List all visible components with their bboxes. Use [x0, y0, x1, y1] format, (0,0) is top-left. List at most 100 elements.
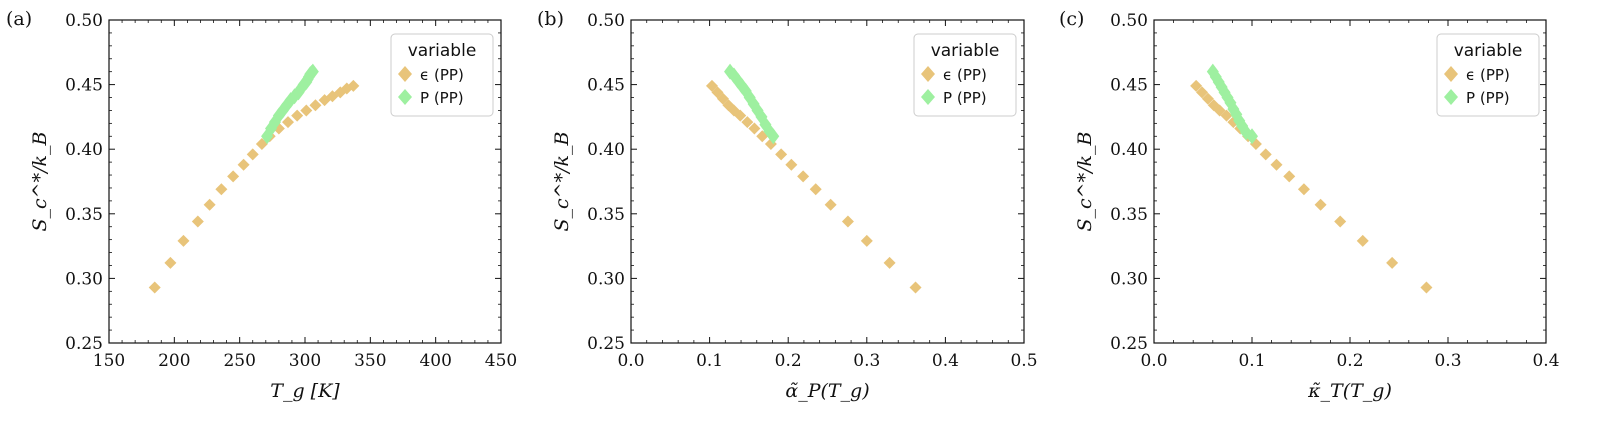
panel-b-points	[705, 63, 922, 294]
panel-b-legend-entry-pressure: P (PP)	[943, 89, 987, 107]
epsilon-point	[347, 79, 360, 92]
epsilon-point	[1220, 109, 1233, 122]
panel-a-xtick-label: 200	[158, 351, 190, 371]
epsilon-point	[1297, 183, 1310, 196]
panel-c-legend: variable ϵ (PP) P (PP)	[1436, 33, 1540, 117]
panel-c-ytick-label: 0.40	[1110, 140, 1148, 160]
pressure-point	[306, 63, 319, 80]
epsilon-point	[748, 122, 761, 135]
panel-a-ytick-label: 0.30	[65, 269, 103, 289]
epsilon-point	[741, 116, 754, 129]
panel-c-xtick-label: 0.3	[1434, 351, 1461, 371]
panel-a-points	[148, 63, 360, 294]
panel-b-xlabel: α̃_P(T_g)	[785, 380, 869, 402]
epsilon-point	[177, 234, 190, 247]
epsilon-point	[148, 281, 161, 294]
panel-a-legend: variable ϵ (PP) P (PP)	[390, 33, 494, 117]
epsilon-point	[809, 183, 822, 196]
panel-c-legend-marker-pressure	[1444, 89, 1458, 105]
panel-c-ytick-label: 0.35	[1110, 205, 1148, 225]
epsilon-point	[282, 116, 295, 129]
panel-a-ytick-label: 0.40	[65, 140, 103, 160]
panel-a-xlabel: T_g [K]	[270, 380, 340, 402]
pressure-point	[1246, 128, 1258, 145]
panel-b-ytick-label: 0.50	[587, 11, 625, 31]
panel-b-ylabel: S_c^*/k_B	[551, 131, 573, 231]
panel-c-xtick-label: 0.4	[1532, 351, 1559, 371]
panel-b-ticks	[630, 19, 1025, 344]
epsilon-point	[215, 183, 228, 196]
panel-c-xlabel: κ̃_T(T_g)	[1307, 380, 1392, 402]
panel-c-xtick-label: 0.1	[1238, 351, 1265, 371]
panel-c-xtick-label: 0.2	[1336, 351, 1363, 371]
panel-b-xtick-label: 0.2	[775, 351, 802, 371]
panel-a-xtick-labels: 150 200 250 300 350 400 450	[93, 351, 517, 371]
panel-a-xtick-label: 300	[289, 351, 321, 371]
epsilon-point	[909, 281, 922, 294]
panel-c-ytick-label: 0.50	[1110, 11, 1148, 31]
panel-b-legend-entry-epsilon: ϵ (PP)	[943, 66, 987, 84]
panel-c-ticks	[1153, 19, 1547, 344]
epsilon-point	[309, 99, 322, 112]
panel-b-xtick-label: 0.4	[932, 351, 959, 371]
panel-a-xtick-label: 400	[419, 351, 451, 371]
epsilon-point	[1259, 148, 1272, 161]
epsilon-point	[860, 234, 873, 247]
epsilon-point	[300, 104, 313, 117]
panel-a: (a) 150 200 250 300 350 400 450 0.25 0.3…	[6, 8, 517, 402]
panel-c-legend-marker-epsilon	[1444, 66, 1458, 82]
epsilon-point	[785, 158, 798, 171]
panel-c-label: (c)	[1059, 8, 1084, 30]
epsilon-point	[1314, 198, 1327, 211]
panel-b-xtick-label: 0.1	[696, 351, 723, 371]
panel-b-ytick-label: 0.30	[587, 269, 625, 289]
epsilon-point	[227, 170, 240, 183]
epsilon-point	[237, 158, 250, 171]
panel-a-legend-marker-epsilon	[398, 66, 412, 82]
panel-b-legend-box	[913, 33, 1017, 117]
epsilon-point	[1283, 170, 1296, 183]
epsilon-point	[883, 256, 896, 269]
panel-a-ytick-label: 0.35	[65, 205, 103, 225]
panel-c-legend-entry-pressure: P (PP)	[1466, 89, 1510, 107]
panel-c-points	[1190, 63, 1433, 294]
panel-b-label: (b)	[537, 8, 564, 30]
panel-b-ytick-label: 0.45	[587, 76, 625, 96]
epsilon-point	[1386, 256, 1399, 269]
epsilon-point	[191, 215, 204, 228]
panel-c-ytick-label: 0.45	[1110, 76, 1148, 96]
panel-b-xtick-labels: 0.0 0.1 0.2 0.3 0.4 0.5	[617, 351, 1037, 371]
panel-a-ylabel: S_c^*/k_B	[29, 131, 51, 231]
panel-c: (c) 0.0 0.1 0.2 0.3 0.4 0.25 0.30 0.35 0…	[1059, 8, 1560, 402]
panel-c-xtick-label: 0.0	[1140, 351, 1167, 371]
epsilon-point	[164, 256, 177, 269]
panel-b-legend: variable ϵ (PP) P (PP)	[913, 33, 1017, 117]
panel-c-legend-box	[1436, 33, 1540, 117]
panel-c-legend-entry-epsilon: ϵ (PP)	[1466, 66, 1510, 84]
panel-b-frame	[630, 19, 1025, 344]
panel-a-xtick-label: 250	[223, 351, 255, 371]
panel-b-legend-marker-epsilon	[921, 66, 935, 82]
epsilon-point	[1190, 79, 1203, 92]
pressure-point	[767, 128, 780, 145]
epsilon-point	[775, 148, 788, 161]
epsilon-point	[1356, 234, 1369, 247]
panel-b-ytick-label: 0.25	[587, 334, 625, 354]
epsilon-point	[734, 109, 747, 122]
panel-c-legend-title: variable	[1454, 41, 1523, 61]
panel-a-legend-box	[390, 33, 494, 117]
panel-b-xtick-label: 0.5	[1010, 351, 1037, 371]
panel-b-xtick-label: 0.3	[853, 351, 880, 371]
panel-c-ytick-labels: 0.25 0.30 0.35 0.40 0.45 0.50	[1110, 11, 1148, 354]
panel-b-ytick-labels: 0.25 0.30 0.35 0.40 0.45 0.50	[587, 11, 625, 354]
epsilon-point	[1420, 281, 1433, 294]
panel-b-ytick-label: 0.40	[587, 140, 625, 160]
panel-c-ylabel: S_c^*/k_B	[1074, 131, 1096, 231]
epsilon-point	[246, 148, 259, 161]
epsilon-point	[291, 109, 304, 122]
panel-b-xtick-label: 0.0	[617, 351, 644, 371]
panel-a-xtick-label: 450	[485, 351, 517, 371]
panel-a-ytick-label: 0.45	[65, 76, 103, 96]
panel-b-legend-title: variable	[931, 41, 1000, 61]
